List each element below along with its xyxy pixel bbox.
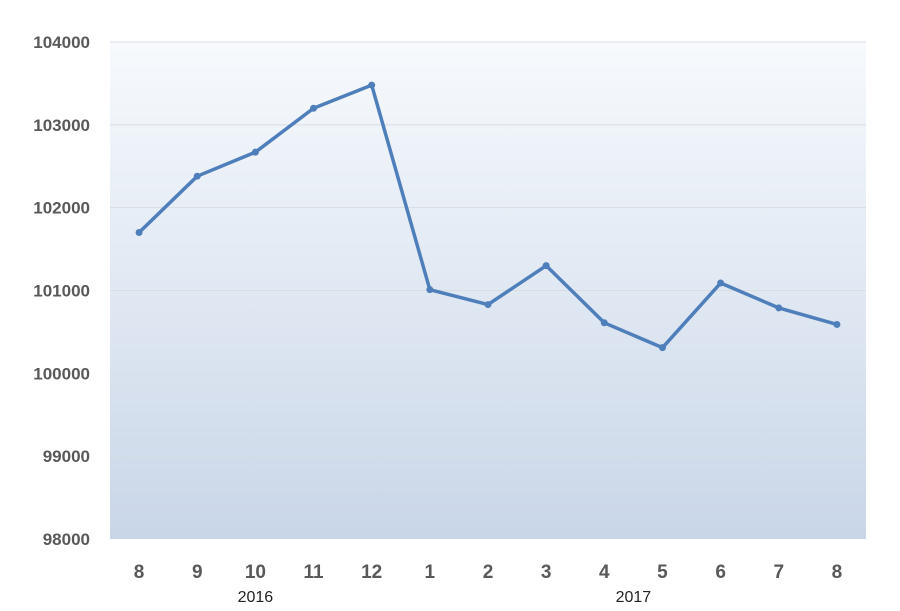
data-point (368, 81, 376, 89)
y-axis-ticks: 98000 99000 100000 101000 102000 103000 104000 (33, 33, 90, 549)
x-tick-label: 1 (425, 562, 436, 583)
data-point (542, 262, 550, 270)
x-tick-label: 3 (541, 562, 552, 583)
data-point (484, 301, 492, 309)
year-label: 2016 (238, 589, 274, 606)
data-point (600, 319, 608, 327)
x-tick-label: 6 (715, 562, 726, 583)
data-point (658, 344, 666, 352)
data-point (775, 304, 783, 312)
data-point (717, 279, 725, 287)
y-tick-label: 103000 (33, 116, 90, 135)
y-tick-label: 104000 (33, 33, 90, 52)
x-tick-label: 8 (832, 562, 843, 583)
y-tick-label: 100000 (33, 364, 90, 383)
x-tick-label: 4 (599, 562, 610, 583)
data-point (426, 286, 434, 294)
x-tick-label: 9 (192, 562, 203, 583)
x-tick-label: 5 (657, 562, 668, 583)
y-tick-label: 102000 (33, 199, 90, 218)
x-tick-label: 11 (303, 562, 324, 583)
y-tick-label: 98000 (43, 530, 90, 549)
data-point (135, 229, 143, 237)
x-axis-ticks: 8 9 10 11 12 1 2 3 4 5 6 7 8 (134, 562, 842, 583)
x-tick-label: 10 (245, 562, 266, 583)
x-tick-label: 12 (361, 562, 382, 583)
x-axis-year-labels: 2016 2017 (238, 589, 652, 606)
data-point (833, 320, 841, 328)
y-tick-label: 99000 (43, 447, 90, 466)
year-label: 2017 (616, 589, 652, 606)
data-point (251, 148, 259, 156)
x-tick-label: 8 (134, 562, 145, 583)
data-point (310, 104, 318, 112)
y-tick-label: 101000 (33, 282, 90, 301)
x-tick-label: 7 (773, 562, 784, 583)
gridlines (110, 41, 866, 457)
data-point (193, 172, 201, 180)
series-layer (135, 81, 841, 352)
x-tick-label: 2 (483, 562, 494, 583)
